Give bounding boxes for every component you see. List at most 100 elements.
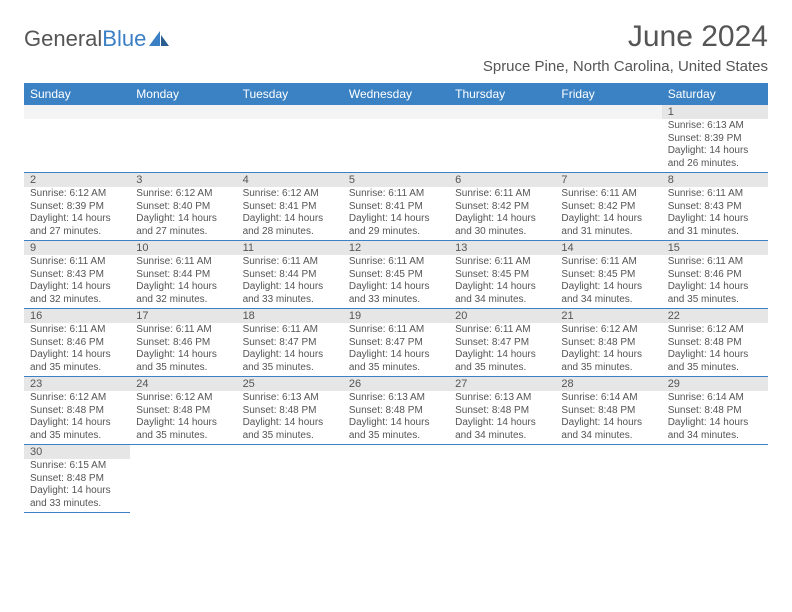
daylight-text-1: Daylight: 14 hours <box>455 349 549 362</box>
day-info-row: Sunrise: 6:11 AM Sunset: 8:43 PM Daylight:… <box>24 255 768 309</box>
daylight-text-1: Daylight: 14 hours <box>455 281 549 294</box>
sunset-text: Sunset: 8:48 PM <box>30 405 124 418</box>
daylight-text-2: and 27 minutes. <box>136 226 230 239</box>
sunset-text: Sunset: 8:41 PM <box>349 201 443 214</box>
day-number-cell: 28 <box>555 377 661 392</box>
day-number-cell <box>343 105 449 119</box>
sunrise-text: Sunrise: 6:15 AM <box>30 460 124 473</box>
day-number-cell: 25 <box>237 377 343 392</box>
daylight-text-2: and 35 minutes. <box>455 362 549 375</box>
sunrise-text: Sunrise: 6:13 AM <box>455 392 549 405</box>
sunrise-text: Sunrise: 6:12 AM <box>243 188 337 201</box>
day-number-cell: 21 <box>555 309 661 324</box>
day-number-cell: 10 <box>130 241 236 256</box>
sunset-text: Sunset: 8:43 PM <box>668 201 762 214</box>
day-info-cell: Sunrise: 6:11 AMSunset: 8:47 PMDaylight:… <box>237 323 343 377</box>
daylight-text-2: and 31 minutes. <box>561 226 655 239</box>
day-info-cell <box>343 119 449 173</box>
title-block: June 2024 Spruce Pine, North Carolina, U… <box>483 20 768 75</box>
sunrise-text: Sunrise: 6:12 AM <box>668 324 762 337</box>
day-number-cell: 5 <box>343 173 449 188</box>
day-number-row: 2345678 <box>24 173 768 188</box>
sunset-text: Sunset: 8:45 PM <box>455 269 549 282</box>
daylight-text-1: Daylight: 14 hours <box>561 417 655 430</box>
day-number-cell: 20 <box>449 309 555 324</box>
day-info-row: Sunrise: 6:15 AMSunset: 8:48 PMDaylight:… <box>24 459 768 513</box>
day-info-cell <box>237 119 343 173</box>
sunset-text: Sunset: 8:39 PM <box>668 133 762 146</box>
sunrise-text: Sunrise: 6:11 AM <box>561 188 655 201</box>
day-number-cell <box>343 445 449 460</box>
daylight-text-1: Daylight: 14 hours <box>243 213 337 226</box>
daylight-text-2: and 33 minutes. <box>349 294 443 307</box>
sunrise-text: Sunrise: 6:11 AM <box>455 188 549 201</box>
day-info-cell: Sunrise: 6:11 AMSunset: 8:43 PMDaylight:… <box>662 187 768 241</box>
day-info-row: Sunrise: 6:11 AMSunset: 8:46 PMDaylight:… <box>24 323 768 377</box>
daylight-text-2: and 35 minutes. <box>668 294 762 307</box>
weekday-header: Wednesday <box>343 83 449 105</box>
sunset-text: Sunset: 8:48 PM <box>243 405 337 418</box>
day-info-cell: Sunrise: 6:13 AMSunset: 8:48 PMDaylight:… <box>237 391 343 445</box>
sunset-text: Sunset: 8:45 PM <box>561 269 655 282</box>
sunset-text: Sunset: 8:48 PM <box>561 337 655 350</box>
day-number-cell <box>237 105 343 119</box>
day-info-cell: Sunrise: 6:11 AMSunset: 8:47 PMDaylight:… <box>449 323 555 377</box>
daylight-text-2: and 34 minutes. <box>455 430 549 443</box>
daylight-text-1: Daylight: 14 hours <box>136 281 230 294</box>
day-info-cell: Sunrise: 6:11 AMSunset: 8:45 PMDaylight:… <box>343 255 449 309</box>
daylight-text-2: and 28 minutes. <box>243 226 337 239</box>
day-info-cell: Sunrise: 6:12 AMSunset: 8:48 PMDaylight:… <box>555 323 661 377</box>
day-info-cell: Sunrise: 6:14 AMSunset: 8:48 PMDaylight:… <box>555 391 661 445</box>
weekday-header: Friday <box>555 83 661 105</box>
sunrise-text: Sunrise: 6:13 AM <box>668 120 762 133</box>
daylight-text-1: Daylight: 14 hours <box>30 349 124 362</box>
day-info-cell: Sunrise: 6:11 AMSunset: 8:42 PMDaylight:… <box>449 187 555 241</box>
sunset-text: Sunset: 8:48 PM <box>30 473 124 486</box>
day-info-row: Sunrise: 6:12 AM Sunset: 8:39 PM Daylight:… <box>24 187 768 241</box>
day-info-cell: Sunrise: 6:12 AMSunset: 8:39 PMDaylight:… <box>24 187 130 241</box>
daylight-text-2: and 26 minutes. <box>668 158 762 171</box>
daylight-text-1: Daylight: 14 hours <box>561 213 655 226</box>
sunset-text: Sunset: 8:43 PM <box>30 269 124 282</box>
daylight-text-2: and 30 minutes. <box>455 226 549 239</box>
day-number-cell: 7 <box>555 173 661 188</box>
day-info-cell: Sunrise: 6:11 AMSunset: 8:45 PMDaylight:… <box>555 255 661 309</box>
logo-text-2: Blue <box>102 26 146 52</box>
sunrise-text: Sunrise: 6:11 AM <box>561 256 655 269</box>
day-number-cell <box>130 105 236 119</box>
weekday-header: Tuesday <box>237 83 343 105</box>
daylight-text-2: and 33 minutes. <box>30 498 124 511</box>
daylight-text-1: Daylight: 14 hours <box>30 417 124 430</box>
day-number-cell: 9 <box>24 241 130 256</box>
daylight-text-1: Daylight: 14 hours <box>136 349 230 362</box>
day-number-cell <box>662 445 768 460</box>
sunrise-text: Sunrise: 6:12 AM <box>30 392 124 405</box>
daylight-text-1: Daylight: 14 hours <box>455 417 549 430</box>
sunset-text: Sunset: 8:39 PM <box>30 201 124 214</box>
daylight-text-1: Daylight: 14 hours <box>136 417 230 430</box>
daylight-text-2: and 34 minutes. <box>455 294 549 307</box>
day-info-cell <box>555 459 661 513</box>
day-number-cell: 2 <box>24 173 130 188</box>
sunset-text: Sunset: 8:44 PM <box>243 269 337 282</box>
sunrise-text: Sunrise: 6:11 AM <box>668 256 762 269</box>
day-number-cell: 18 <box>237 309 343 324</box>
logo-sail-icon <box>148 29 170 47</box>
day-info-cell: Sunrise: 6:11 AMSunset: 8:41 PMDaylight:… <box>343 187 449 241</box>
day-number-cell <box>237 445 343 460</box>
sunset-text: Sunset: 8:47 PM <box>349 337 443 350</box>
weekday-header: Sunday <box>24 83 130 105</box>
daylight-text-2: and 35 minutes. <box>136 430 230 443</box>
daylight-text-1: Daylight: 14 hours <box>136 213 230 226</box>
daylight-text-2: and 35 minutes. <box>243 362 337 375</box>
day-info-cell: Sunrise: 6:11 AMSunset: 8:46 PMDaylight:… <box>24 323 130 377</box>
sunrise-text: Sunrise: 6:13 AM <box>243 392 337 405</box>
daylight-text-2: and 35 minutes. <box>30 362 124 375</box>
day-number-cell: 15 <box>662 241 768 256</box>
day-info-cell: Sunrise: 6:12 AMSunset: 8:41 PMDaylight:… <box>237 187 343 241</box>
weekday-header: Thursday <box>449 83 555 105</box>
sunset-text: Sunset: 8:40 PM <box>136 201 230 214</box>
sunrise-text: Sunrise: 6:11 AM <box>349 256 443 269</box>
daylight-text-1: Daylight: 14 hours <box>243 417 337 430</box>
day-number-cell: 17 <box>130 309 236 324</box>
